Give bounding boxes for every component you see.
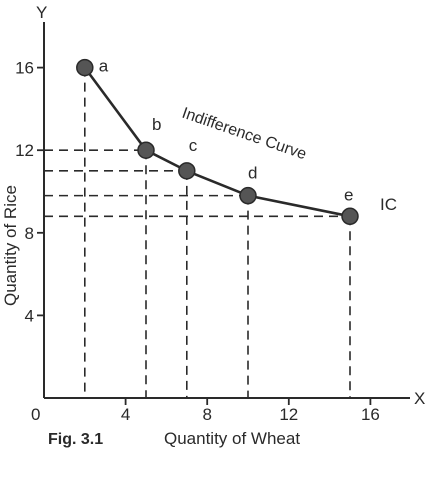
data-points: a b c d e — [76, 57, 359, 226]
y-tick-label: 8 — [25, 224, 34, 243]
point-marker-d — [239, 186, 257, 205]
y-tick-label: 12 — [15, 141, 34, 160]
series-label: IC — [380, 195, 397, 214]
x-tick-label: 12 — [279, 405, 298, 424]
y-axis-letter: Y — [36, 3, 47, 22]
y-tick-label: 16 — [15, 59, 34, 78]
indifference-curve-line — [83, 66, 351, 218]
x-tick-label: 4 — [121, 405, 130, 424]
dashed-guide-lines — [44, 67, 351, 398]
y-axis-title: Quantity of Rice — [1, 185, 20, 306]
point-marker-c — [178, 162, 196, 180]
point-label-b: b — [152, 115, 161, 134]
point-marker-e — [341, 207, 359, 226]
point-marker-a — [76, 58, 94, 77]
y-tick-label: 4 — [25, 306, 34, 325]
figure-caption: Fig. 3.1 — [48, 431, 103, 448]
origin-label: 0 — [31, 405, 40, 424]
point-label-e: e — [344, 185, 353, 204]
x-axis-letter: X — [414, 389, 425, 408]
x-tick-label: 8 — [202, 405, 211, 424]
x-tick-label: 16 — [361, 405, 380, 424]
point-label-c: c — [189, 136, 198, 155]
point-marker-b — [137, 141, 155, 159]
point-label-d: d — [248, 164, 257, 183]
point-label-a: a — [99, 57, 109, 76]
axis-ticks: 4 8 12 16 4 8 12 16 — [15, 59, 380, 424]
curve-annotation: Indifference Curve — [180, 105, 309, 164]
curve-group — [83, 66, 351, 218]
x-axis-title: Quantity of Wheat — [164, 429, 300, 448]
